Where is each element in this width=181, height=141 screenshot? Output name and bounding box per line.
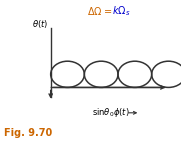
Text: $k\Omega_s$: $k\Omega_s$	[112, 4, 131, 18]
Text: Fig. 9.70: Fig. 9.70	[4, 128, 52, 137]
Text: $\mathrm{sin}\theta_0\phi(t)$: $\mathrm{sin}\theta_0\phi(t)$	[92, 106, 130, 119]
Text: $\theta(t)$: $\theta(t)$	[32, 18, 48, 30]
Text: $\Delta\Omega = $: $\Delta\Omega = $	[87, 5, 112, 17]
